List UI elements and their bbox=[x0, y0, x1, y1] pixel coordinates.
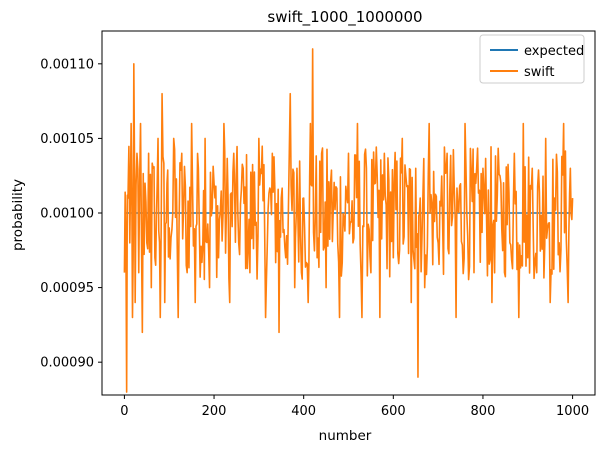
series-line-swift bbox=[123, 48, 574, 393]
x-tick-label: 1000 bbox=[556, 404, 589, 419]
y-tick-label: 0.00100 bbox=[40, 207, 94, 222]
y-tick-label: 0.00105 bbox=[40, 132, 94, 147]
series-layer bbox=[123, 48, 574, 393]
x-tick-label: 200 bbox=[202, 404, 227, 419]
x-tick-label: 0 bbox=[120, 404, 128, 419]
ticks: 0 200 400 600 800 1000 0.00090 0.00095 0.00100 0.… bbox=[40, 57, 589, 419]
x-tick-label: 800 bbox=[471, 404, 496, 419]
legend: expected swift bbox=[479, 34, 585, 84]
y-tick-label: 0.00090 bbox=[40, 356, 94, 371]
legend-label-swift: swift bbox=[524, 65, 554, 80]
legend-label-expected: expected bbox=[524, 44, 584, 59]
x-tick-label: 600 bbox=[381, 404, 406, 419]
y-axis-label: probability bbox=[10, 179, 26, 251]
x-tick-label: 400 bbox=[291, 404, 316, 419]
x-axis-label: number bbox=[319, 428, 372, 444]
y-tick-label: 0.00110 bbox=[40, 57, 94, 72]
y-tick-label: 0.00095 bbox=[40, 281, 94, 296]
chart-title: swift_1000_1000000 bbox=[267, 8, 422, 27]
